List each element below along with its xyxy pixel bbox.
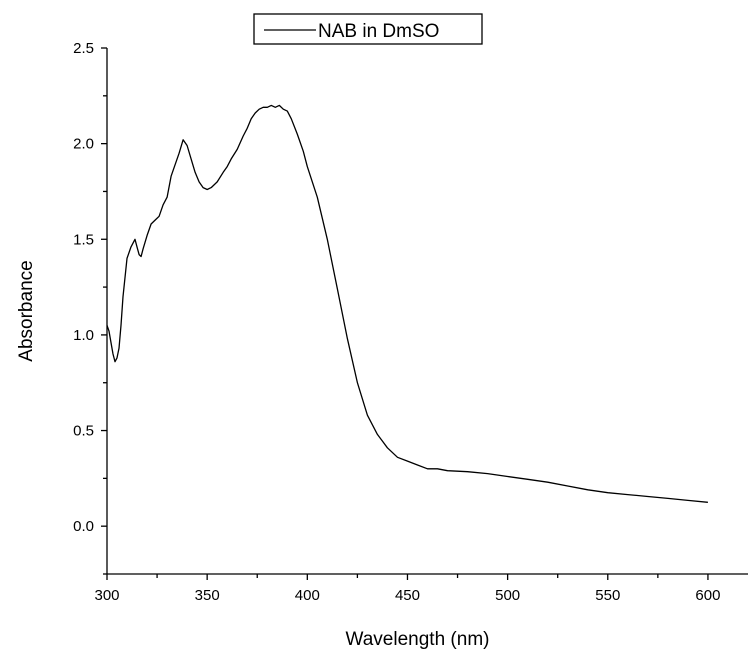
legend-label-nab-in-dmso: NAB in DmSO (318, 21, 439, 42)
y-tick-label: 0.0 (73, 518, 94, 535)
y-tick-label: 1.5 (73, 231, 94, 248)
y-tick-label: 2.5 (73, 40, 94, 57)
x-axis-ticks: 300 350 400 450 500 550 600 (94, 574, 720, 604)
x-tick-label: 350 (195, 587, 220, 604)
legend-box (253, 13, 483, 45)
x-tick-label: 400 (295, 587, 320, 604)
x-tick-label: 450 (395, 587, 420, 604)
y-axis-title: Absorbance (16, 260, 37, 361)
x-tick-label: 300 (94, 587, 119, 604)
x-axis-title: Wavelength (nm) (346, 629, 490, 650)
x-tick-label: 550 (595, 587, 620, 604)
y-tick-label: 0.5 (73, 423, 94, 440)
legend: NAB in DmSO (253, 13, 483, 45)
y-axis-ticks: 0.0 0.5 1.0 1.5 2.0 2.5 (73, 40, 107, 575)
x-tick-label: 500 (495, 587, 520, 604)
x-tick-label: 600 (695, 587, 720, 604)
series-line-nab-in-dmso (106, 104, 708, 503)
plot-area: 300 350 400 450 500 550 600 0.0 0.5 1.0 1.5 2.0 2.5 (73, 40, 748, 604)
y-tick-label: 2.0 (73, 136, 94, 153)
y-tick-label: 1.0 (73, 327, 94, 344)
